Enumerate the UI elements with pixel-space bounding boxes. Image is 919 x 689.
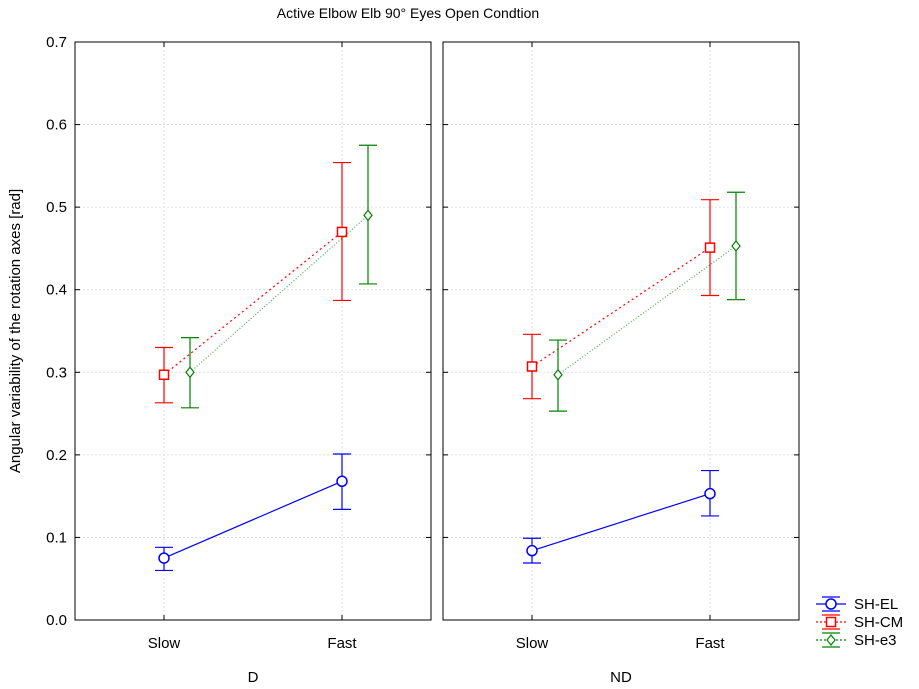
series-line (189, 214, 369, 373)
panel-label: ND (610, 669, 632, 686)
x-tick-label: Slow (148, 635, 181, 652)
y-tick-label: 0.6 (46, 117, 67, 134)
y-tick-label: 0.3 (46, 364, 67, 381)
legend-item-sh-cm: SH-CM (816, 614, 903, 631)
data-point (363, 209, 373, 222)
legend-label: SH-e3 (854, 632, 897, 649)
x-tick-label: Slow (516, 635, 549, 652)
legend-item-sh-e3: SH-e3 (816, 632, 897, 649)
y-tick-label: 0.7 (46, 34, 67, 51)
series-sh-cm (155, 161, 351, 404)
series-line (163, 480, 343, 559)
series-line (557, 245, 737, 376)
series-line (531, 493, 711, 552)
panel-frame (442, 41, 800, 621)
y-tick-label: 0.5 (46, 199, 67, 216)
x-tick-label: Fast (327, 635, 357, 652)
y-axis-title: Angular variability of the rotation axes… (7, 189, 24, 473)
data-point (336, 475, 348, 488)
y-tick-label: 0.0 (46, 612, 67, 629)
data-point (553, 368, 563, 381)
panels: Slow Fast 0.0 0.1 0.2 0.3 0.4 0.5 0.6 0.7 D Slow Fas… (46, 34, 800, 686)
panel-label: D (248, 669, 259, 686)
series-sh-cm (523, 199, 719, 400)
data-point (526, 544, 538, 557)
data-point (731, 239, 741, 252)
y-tick-label: 0.4 (46, 282, 67, 299)
legend-label: SH-CM (854, 614, 903, 631)
series-line (531, 247, 711, 368)
legend-label: SH-EL (854, 596, 898, 613)
legend-item-sh-el: SH-EL (816, 596, 898, 613)
y-tick-label: 0.2 (46, 447, 67, 464)
series-sh-el (155, 453, 351, 572)
x-tick-label: Fast (695, 635, 725, 652)
series-sh-el (523, 469, 719, 564)
legend-marker (826, 634, 836, 646)
legend-marker (825, 616, 837, 628)
data-point (704, 487, 716, 500)
legend-marker (825, 598, 837, 610)
panel-d: Slow Fast 0.0 0.1 0.2 0.3 0.4 0.5 0.6 0.7 D (46, 34, 432, 686)
data-point (158, 552, 170, 564)
data-point (526, 361, 538, 372)
series-line (163, 231, 343, 376)
panel-nd: Slow Fast ND (442, 41, 800, 686)
chart-title: Active Elbow Elb 90° Eyes Open Condtion (277, 5, 539, 21)
series-sh-e3 (181, 144, 377, 409)
panel-frame (74, 41, 432, 621)
y-tick-label: 0.1 (46, 529, 67, 546)
data-point (336, 226, 348, 238)
series-sh-e3 (549, 191, 745, 412)
data-point (158, 369, 170, 381)
data-point (185, 366, 195, 379)
data-point (704, 242, 716, 253)
